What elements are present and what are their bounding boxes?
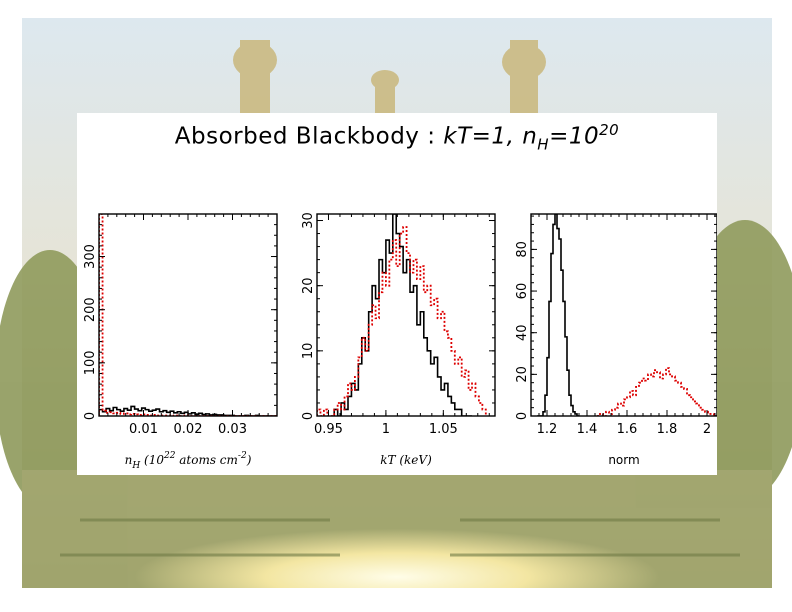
x-axis-label: norm — [608, 453, 639, 467]
y-tick-label: 20 — [515, 366, 530, 383]
x-tick-label: 0.01 — [129, 422, 158, 437]
x-tick-label: 1.2 — [537, 422, 558, 437]
title-nh-var: n — [522, 123, 538, 150]
x-tick-label: 2 — [703, 422, 711, 437]
y-tick-label: 300 — [83, 244, 98, 269]
x-tick-label: 1.8 — [657, 422, 678, 437]
y-tick-label: 100 — [83, 350, 98, 375]
title-nh-exp: 20 — [599, 121, 620, 139]
plot-frame — [316, 213, 496, 417]
y-tick-label: 30 — [301, 212, 316, 229]
histogram-run-red — [99, 214, 277, 416]
histogram-run-red — [317, 226, 487, 416]
x-tick-label: 0.03 — [218, 422, 247, 437]
x-axis-label: kT (keV) — [380, 453, 432, 467]
y-tick-label: 10 — [301, 343, 316, 360]
y-tick-label: 40 — [515, 324, 530, 341]
x-tick-label: 0.95 — [314, 422, 343, 437]
y-tick-label: 0 — [83, 412, 98, 420]
x-tick-label: 1 — [382, 422, 390, 437]
plot-frame — [98, 213, 278, 417]
plot-panel: Absorbed Blackbody : kT=1, nH=1020 0.01 0… — [77, 113, 717, 475]
x-tick-label: 0.02 — [174, 422, 203, 437]
y-tick-label: 60 — [515, 283, 530, 300]
chart-title: Absorbed Blackbody : kT=1, nH=1020 — [77, 121, 717, 153]
y-tick-label: 200 — [83, 297, 98, 322]
x-tick-label: 1.05 — [429, 422, 458, 437]
title-kt: kT=1, — [443, 123, 523, 150]
title-nh-sub: H — [537, 135, 550, 154]
chart-nh: 0.01 0.02 0.03 0 100 200 300 nH (1022 atoms cm-… — [83, 213, 278, 471]
title-nh-eq: =10 — [549, 123, 600, 150]
histogram-run-black — [99, 405, 277, 416]
histogram-run-black — [537, 214, 579, 416]
y-tick-label: 0 — [301, 412, 316, 420]
x-tick-label: 1.4 — [577, 422, 598, 437]
plot-frame — [530, 213, 717, 417]
y-tick-label: 80 — [515, 241, 530, 258]
chart-kt: 0.95 1 1.05 0 10 20 30 kT (keV) — [301, 212, 496, 467]
y-tick-label: 20 — [301, 277, 316, 294]
x-tick-label: 1.6 — [617, 422, 638, 437]
histogram-run-red — [597, 367, 717, 416]
x-axis-label: nH (1022 atoms cm-2) — [125, 451, 252, 471]
title-prefix: Absorbed Blackbody : — [174, 123, 444, 150]
y-tick-label: 0 — [515, 412, 530, 420]
